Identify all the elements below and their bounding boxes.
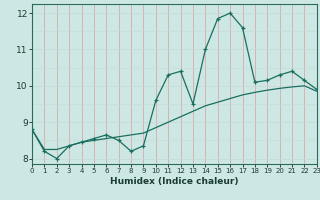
X-axis label: Humidex (Indice chaleur): Humidex (Indice chaleur) (110, 177, 239, 186)
